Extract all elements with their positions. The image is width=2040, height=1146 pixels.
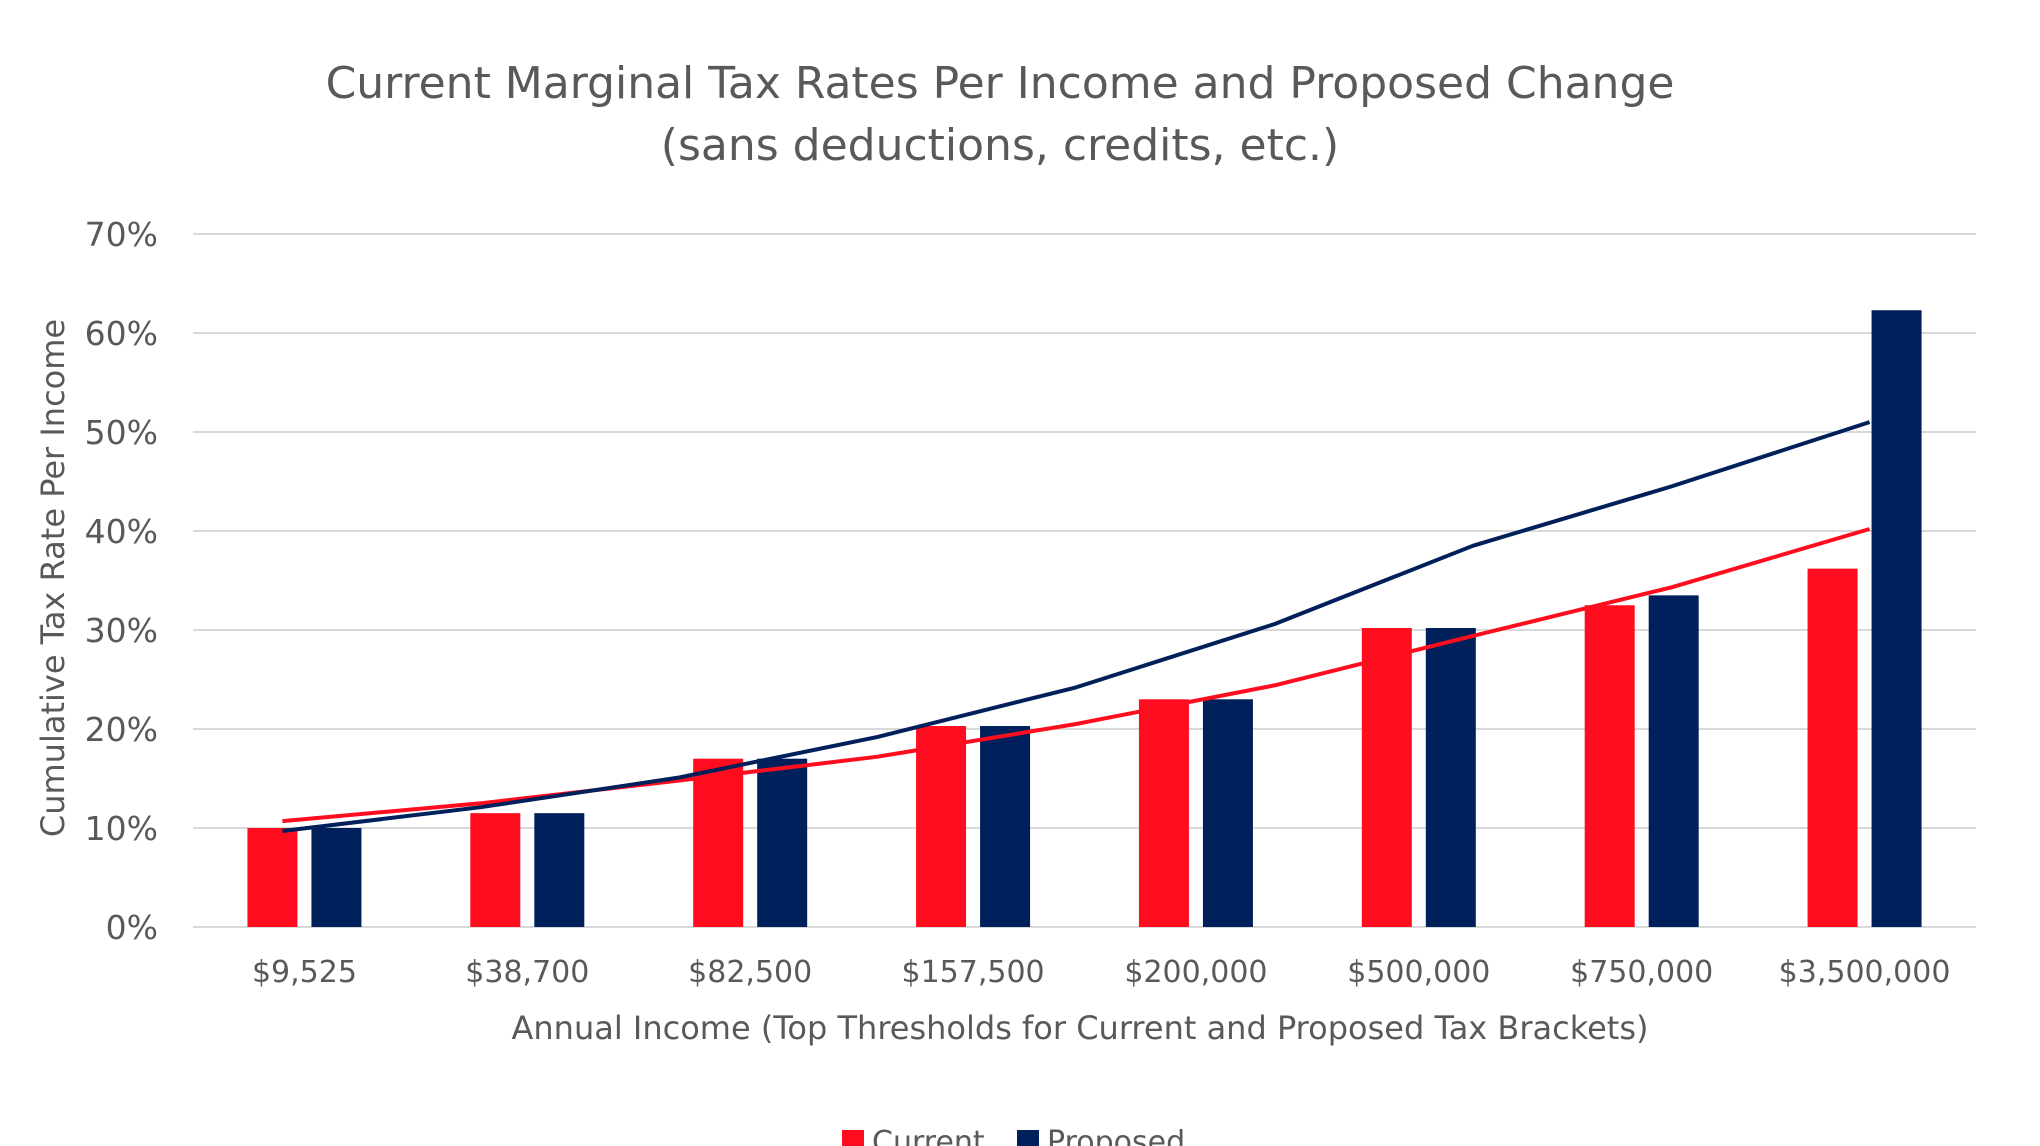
bar-proposed-2 — [757, 758, 808, 927]
bar-current-1 — [470, 813, 521, 927]
bar-proposed-4 — [1202, 699, 1253, 927]
bar-current-0 — [247, 828, 298, 927]
bars — [247, 310, 1922, 928]
x-tick-label: $38,700 — [465, 955, 589, 990]
bar-current-5 — [1361, 628, 1412, 927]
x-tick-label: $3,500,000 — [1779, 955, 1951, 990]
x-axis-ticks: $9,525 $38,700 $82,500 $157,500 $200,000 $500… — [252, 955, 1951, 990]
y-tick-label: 40% — [85, 512, 158, 551]
legend-swatch-current — [842, 1130, 864, 1146]
x-tick-label: $157,500 — [901, 955, 1044, 990]
x-tick-label: $9,525 — [252, 955, 357, 990]
bar-current-2 — [693, 758, 744, 927]
x-tick-label: $200,000 — [1124, 955, 1267, 990]
y-axis-label: Cumulative Tax Rate Per Income — [34, 319, 72, 837]
x-tick-label: $82,500 — [688, 955, 812, 990]
y-tick-label: 0% — [106, 908, 158, 947]
bar-proposed-1 — [534, 813, 585, 927]
y-axis-ticks: 0% 10% 20% 30% 40% 50% 60% 70% — [85, 215, 158, 947]
y-tick-label: 30% — [85, 611, 158, 650]
bar-current-4 — [1138, 699, 1189, 927]
bar-proposed-7 — [1871, 310, 1922, 928]
trendline-proposed — [282, 420, 1871, 833]
bar-proposed-6 — [1648, 595, 1699, 927]
trendlines — [282, 420, 1871, 833]
legend-label-current: Current — [872, 1125, 985, 1146]
y-tick-label: 10% — [85, 809, 158, 848]
legend: Current Proposed — [842, 1125, 1185, 1146]
bar-proposed-5 — [1425, 628, 1476, 927]
y-tick-label: 70% — [85, 215, 158, 254]
y-tick-label: 50% — [85, 413, 158, 452]
gridlines — [193, 233, 1976, 928]
x-tick-label: $500,000 — [1347, 955, 1490, 990]
x-axis-label: Annual Income (Top Thresholds for Curren… — [512, 1009, 1649, 1047]
legend-label-proposed: Proposed — [1047, 1125, 1185, 1146]
legend-swatch-proposed — [1017, 1130, 1039, 1146]
chart-title: Current Marginal Tax Rates Per Income an… — [326, 58, 1675, 171]
bar-current-7 — [1807, 568, 1858, 927]
bar-current-3 — [916, 726, 967, 927]
x-tick-label: $750,000 — [1570, 955, 1713, 990]
bar-current-6 — [1584, 605, 1635, 927]
chart-title-line-2: (sans deductions, credits, etc.) — [661, 120, 1339, 171]
bar-proposed-3 — [980, 726, 1031, 927]
y-tick-label: 60% — [85, 314, 158, 353]
chart-title-line-1: Current Marginal Tax Rates Per Income an… — [326, 58, 1675, 109]
y-tick-label: 20% — [85, 710, 158, 749]
bar-proposed-0 — [311, 828, 362, 927]
